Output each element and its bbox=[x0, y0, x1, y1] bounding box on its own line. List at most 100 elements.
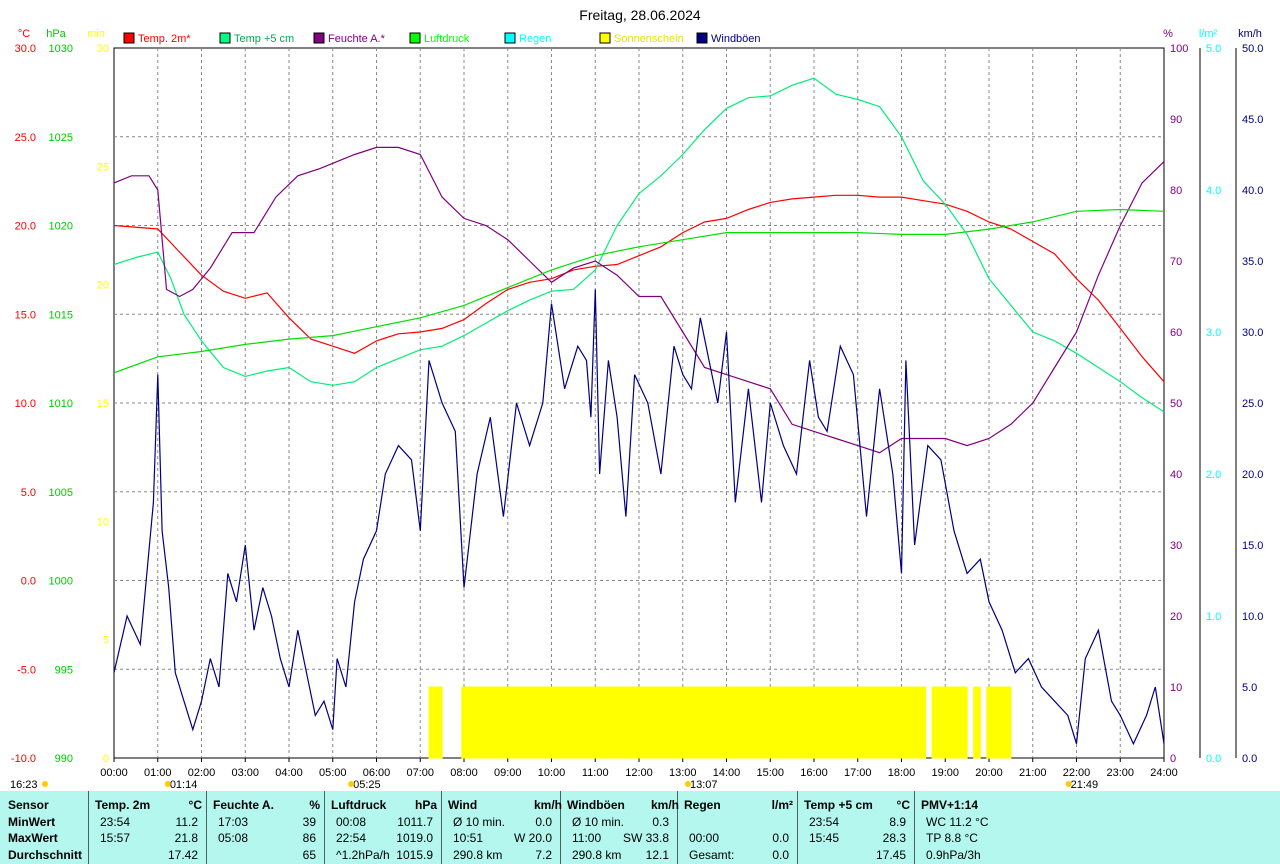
axis-tick-wind: 5.0 bbox=[1242, 682, 1257, 694]
x-tick-label: 12:00 bbox=[625, 767, 653, 779]
x-tick-label: 03:00 bbox=[231, 767, 259, 779]
time-marker-label: 01:14 bbox=[170, 779, 198, 791]
column-separator bbox=[88, 791, 89, 864]
row-label: Sensor bbox=[8, 798, 49, 812]
column-separator bbox=[677, 791, 678, 864]
x-tick-label: 20:00 bbox=[975, 767, 1003, 779]
cell-time: TP 8.8 °C bbox=[926, 831, 978, 845]
axis-tick-wind: 0.0 bbox=[1242, 753, 1257, 765]
cell-value: 1019.0 bbox=[396, 831, 433, 845]
cell-value: 1015.9 bbox=[396, 848, 433, 862]
series-line-windb-en bbox=[113, 289, 1165, 746]
cell-time: 22:54 bbox=[336, 831, 367, 845]
legend-swatch bbox=[409, 32, 421, 44]
axis-tick-humidity: 80 bbox=[1170, 185, 1182, 197]
cell-time: WC 11.2 °C bbox=[926, 815, 989, 829]
axis-tick-rain: 1.0 bbox=[1206, 611, 1221, 623]
cell-time: 00:00 bbox=[689, 831, 720, 845]
chart-title: Freitag, 28.06.2024 bbox=[579, 7, 701, 23]
column-unit: hPa bbox=[415, 798, 438, 812]
x-tick-label: 14:00 bbox=[713, 767, 741, 779]
statistics-table: Sensor MinWert MaxWert Durchschnitt Temp. 2m… bbox=[0, 791, 1280, 864]
legend-label: Feuchte A.* bbox=[328, 33, 386, 45]
axis-tick-humidity: 50 bbox=[1170, 398, 1182, 410]
x-tick-label: 22:00 bbox=[1063, 767, 1091, 779]
axis-tick-temp: -5.0 bbox=[17, 664, 36, 676]
cell-value: 86 bbox=[302, 831, 316, 845]
legend-swatch bbox=[123, 32, 135, 44]
column-title: Windböen bbox=[567, 798, 625, 812]
column-title: Wind bbox=[448, 798, 478, 812]
axis-tick-humidity: 30 bbox=[1170, 540, 1182, 552]
x-tick-label: 13:00 bbox=[669, 767, 697, 779]
legend-label: Regen bbox=[519, 33, 551, 45]
cell-value: 0.0 bbox=[535, 815, 552, 829]
axis-tick-wind: 15.0 bbox=[1242, 540, 1263, 552]
axis-tick-temp: 30.0 bbox=[15, 43, 36, 55]
column-unit: km/h bbox=[534, 798, 563, 812]
time-marker-label: 05:25 bbox=[353, 779, 381, 791]
axis-tick-pressure: 1020 bbox=[49, 221, 73, 233]
cell-value: W 20.0 bbox=[513, 831, 552, 845]
x-tick-label: 23:00 bbox=[1106, 767, 1134, 779]
cell-value: 17.42 bbox=[167, 848, 198, 862]
cell-value: 7.2 bbox=[535, 848, 552, 862]
legend-swatch bbox=[599, 32, 611, 44]
x-tick-label: 15:00 bbox=[756, 767, 784, 779]
x-tick-label: 11:00 bbox=[582, 767, 609, 779]
sunshine-bar bbox=[986, 686, 1012, 759]
time-marker-label: 13:07 bbox=[690, 779, 718, 791]
row-label: Durchschnitt bbox=[8, 848, 83, 862]
cell-time: Ø 10 min. bbox=[572, 815, 625, 829]
axis-tick-sun: 20 bbox=[97, 280, 109, 292]
sunshine-bar bbox=[973, 686, 981, 759]
time-marker-dot bbox=[42, 781, 48, 787]
axis-tick-temp: 0.0 bbox=[21, 576, 36, 588]
axis-tick-temp: 10.0 bbox=[15, 398, 36, 410]
axis-tick-humidity: 10 bbox=[1170, 682, 1182, 694]
axis-tick-rain: 3.0 bbox=[1206, 327, 1221, 339]
x-tick-label: 08:00 bbox=[450, 767, 478, 779]
axis-tick-rain: 0.0 bbox=[1206, 753, 1221, 765]
column-title: Regen bbox=[684, 798, 721, 812]
axis-tick-rain: 4.0 bbox=[1206, 185, 1221, 197]
legend-label: Sonnenschein bbox=[614, 33, 684, 45]
axis-tick-pressure: 1025 bbox=[49, 132, 73, 144]
axis-tick-pressure: 1005 bbox=[49, 487, 73, 499]
x-tick-label: 02:00 bbox=[188, 767, 216, 779]
cell-value: 0.0 bbox=[772, 831, 789, 845]
cell-time: 15:45 bbox=[809, 831, 840, 845]
axis-unit-temp: °C bbox=[18, 28, 30, 40]
axis-tick-wind: 50.0 bbox=[1242, 43, 1263, 55]
time-marker-dot bbox=[1065, 781, 1072, 787]
axis-tick-wind: 30.0 bbox=[1242, 327, 1263, 339]
axis-tick-temp: 25.0 bbox=[15, 132, 36, 144]
sunshine-bar bbox=[461, 686, 927, 759]
row-label: MinWert bbox=[8, 815, 56, 829]
x-tick-label: 04:00 bbox=[275, 767, 303, 779]
cell-time: 290.8 km bbox=[572, 848, 622, 862]
cell-value: SW 33.8 bbox=[622, 831, 669, 845]
cell-value: 1011.7 bbox=[397, 815, 433, 829]
cell-time: ^1.2hPa/h bbox=[336, 848, 390, 862]
legend-swatch bbox=[504, 32, 516, 44]
cell-time: 17:03 bbox=[218, 815, 249, 829]
axis-tick-wind: 25.0 bbox=[1242, 398, 1263, 410]
time-marker-dot bbox=[685, 781, 691, 787]
column-separator bbox=[441, 791, 442, 864]
cell-value: 0.3 bbox=[652, 815, 669, 829]
row-label: MaxWert bbox=[8, 831, 58, 845]
axis-tick-temp: 15.0 bbox=[15, 309, 36, 321]
axis-tick-sun: 0 bbox=[103, 753, 109, 765]
axis-tick-pressure: 990 bbox=[55, 753, 73, 765]
column-title: Luftdruck bbox=[331, 798, 387, 812]
axis-tick-sun: 5 bbox=[103, 635, 109, 647]
legend-label: Temp. 2m* bbox=[138, 33, 191, 45]
x-tick-label: 07:00 bbox=[406, 767, 434, 779]
cell-value: 8.9 bbox=[889, 815, 906, 829]
column-unit: °C bbox=[896, 798, 910, 812]
axis-tick-pressure: 995 bbox=[55, 664, 73, 676]
cell-time: 11:00 bbox=[572, 831, 602, 845]
axis-tick-wind: 40.0 bbox=[1242, 185, 1263, 197]
axis-tick-sun: 25 bbox=[97, 161, 109, 173]
